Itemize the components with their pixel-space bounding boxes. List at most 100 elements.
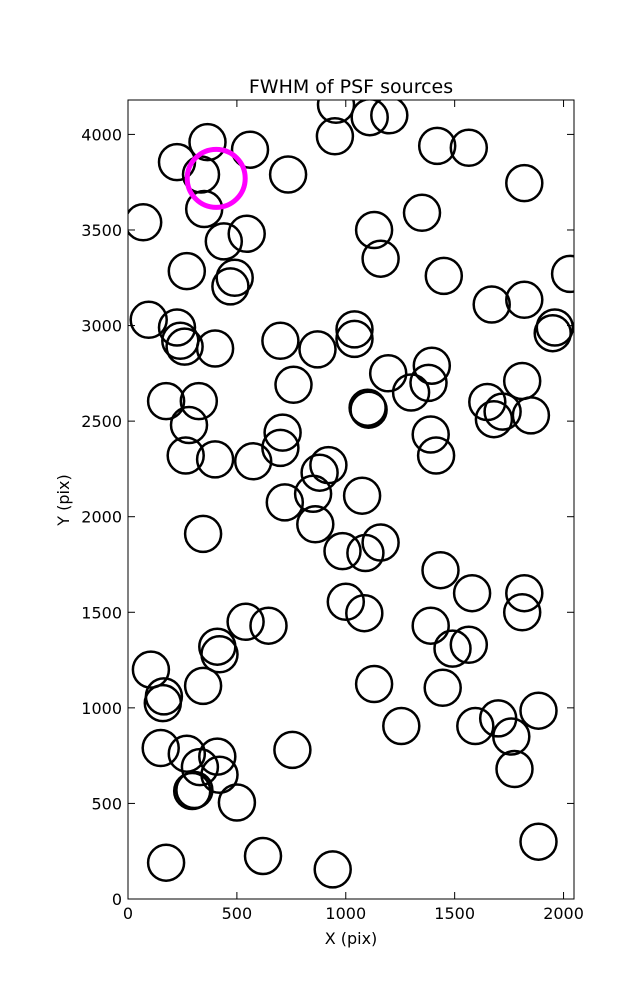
source-marker [146, 843, 186, 882]
source-marker [449, 625, 489, 665]
source-marker [412, 346, 452, 385]
source-marker [456, 706, 495, 746]
source-marker [172, 771, 212, 811]
x-tick-label: 1500 [434, 904, 475, 923]
source-marker [519, 822, 558, 861]
source-marker [313, 850, 352, 889]
source-marker [533, 313, 572, 353]
y-tick-label: 4000 [81, 125, 122, 144]
source-marker [402, 193, 442, 233]
source-marker [217, 783, 257, 822]
source-marker [423, 668, 462, 708]
source-marker [261, 428, 300, 468]
source-marker [263, 413, 302, 452]
source-marker [316, 100, 356, 125]
source-marker [300, 453, 339, 492]
y-tick-label: 3000 [81, 317, 122, 336]
source-marker [198, 737, 237, 776]
y-tick-label: 1000 [81, 699, 122, 718]
source-marker [200, 635, 239, 674]
source-marker [492, 717, 531, 756]
y-tick-label: 0 [112, 890, 122, 909]
source-marker [183, 666, 223, 706]
source-marker [141, 728, 180, 768]
source-marker [195, 329, 235, 368]
source-marker [323, 531, 362, 571]
source-marker [495, 749, 534, 789]
source-marker [511, 396, 551, 435]
source-marker [417, 126, 457, 166]
source-marker [391, 373, 431, 412]
source-marker [268, 155, 308, 194]
source-marker [226, 602, 265, 642]
source-marker [345, 593, 384, 633]
source-marker [166, 436, 205, 475]
x-tick-label: 500 [222, 904, 253, 923]
chart-title: FWHM of PSF sources [249, 76, 453, 98]
source-marker [335, 319, 374, 359]
source-marker [342, 476, 382, 515]
plot-area [128, 100, 574, 899]
x-tick-label: 1000 [325, 904, 366, 923]
plot-frame [127, 99, 575, 900]
source-marker [416, 436, 456, 475]
source-marker [326, 582, 366, 622]
y-tick-label: 3500 [81, 221, 122, 240]
source-marker [157, 308, 197, 347]
source-marker [188, 122, 227, 162]
source-marker [211, 267, 250, 306]
highlighted-source-marker [184, 146, 248, 210]
source-marker [233, 442, 273, 481]
source-marker [265, 483, 305, 522]
source-marker [433, 629, 472, 668]
source-marker [227, 214, 266, 254]
source-marker [131, 650, 171, 689]
y-tick-label: 2500 [81, 412, 122, 431]
source-marker [519, 691, 558, 730]
source-marker [204, 222, 244, 261]
x-tick-label: 2000 [543, 904, 584, 923]
source-marker [370, 100, 409, 135]
source-marker [183, 514, 223, 554]
y-axis-label: Y (pix) [54, 474, 73, 526]
source-marker [368, 354, 408, 393]
source-marker [274, 365, 313, 405]
source-marker [361, 523, 400, 562]
source-marker [424, 256, 464, 296]
source-marker [169, 405, 209, 445]
marks-layer [128, 100, 574, 889]
source-marker [449, 128, 489, 168]
source-marker [215, 258, 254, 298]
source-marker [195, 440, 235, 479]
source-marker [505, 163, 544, 203]
source-marker [505, 573, 544, 613]
source-marker [502, 593, 542, 632]
source-marker [143, 683, 183, 723]
source-marker [354, 210, 394, 250]
source-marker [350, 100, 389, 137]
source-marker [230, 130, 270, 169]
ticks-layer: 0 500 1000 1500 2000 0 500 1000 1500 2000 2500 3000… [81, 100, 584, 923]
x-axis-label: X (pix) [325, 929, 378, 948]
source-marker [483, 392, 522, 431]
source-marker [409, 363, 448, 403]
source-marker [167, 734, 207, 773]
source-marker [348, 388, 387, 427]
source-marker [411, 415, 450, 454]
source-marker [128, 203, 163, 242]
source-marker [421, 550, 460, 590]
source-marker [382, 706, 421, 746]
source-marker [474, 399, 514, 439]
source-marker [505, 280, 544, 320]
source-marker [354, 664, 394, 704]
source-marker [472, 285, 511, 324]
source-marker [296, 505, 335, 544]
y-tick-label: 1500 [81, 603, 122, 622]
source-marker [261, 321, 300, 361]
source-marker [243, 836, 283, 876]
source-marker [411, 606, 450, 645]
source-marker [179, 381, 219, 421]
source-marker [165, 327, 204, 366]
source-marker [146, 381, 186, 421]
